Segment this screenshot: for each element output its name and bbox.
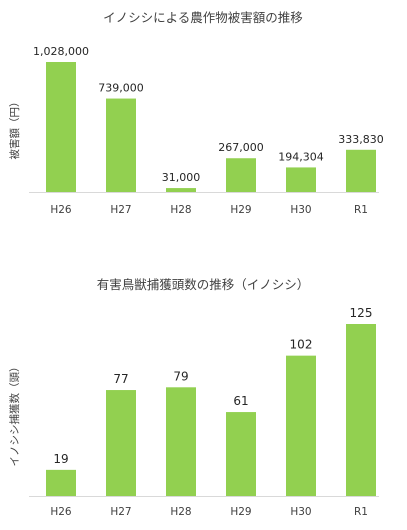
damage-data-label-h28: 31,000: [162, 171, 201, 184]
capture-x-tick-h27: H27: [110, 506, 131, 518]
damage-data-label-h26: 1,028,000: [33, 45, 89, 58]
damage-x-tick-h28: H28: [170, 204, 191, 216]
capture-data-label-r1: 125: [350, 306, 373, 320]
capture-bar-h30: [286, 355, 316, 496]
damage-data-label-h27: 739,000: [98, 82, 144, 95]
damage-x-tick-h29: H29: [230, 204, 251, 216]
damage-bar-h28: [166, 188, 196, 192]
damage-data-label-h30: 194,304: [278, 150, 324, 163]
capture-x-tick-h29: H29: [230, 506, 251, 518]
capture-x-tick-h26: H26: [50, 506, 72, 518]
damage-x-tick-h30: H30: [290, 204, 311, 216]
damage-chart-panel: イノシシによる農作物被害額の推移 被害額（円） 1,028,000 H26 739,…: [0, 0, 407, 262]
damage-bar-h30: [286, 167, 316, 192]
capture-bar-h27: [106, 390, 136, 496]
damage-chart: イノシシによる農作物被害額の推移 被害額（円） 1,028,000 H26 739,…: [8, 10, 384, 216]
capture-chart-panel: 有害鳥獣捕獲頭数の推移（イノシシ） イノシシ捕獲数（頭） 19 H26 77 H27 7…: [0, 262, 407, 530]
capture-bar-r1: [346, 324, 376, 496]
capture-chart-title: 有害鳥獣捕獲頭数の推移（イノシシ）: [97, 277, 310, 292]
capture-data-label-h28: 79: [173, 369, 188, 383]
damage-bar-h27: [106, 98, 136, 192]
damage-x-tick-h27: H27: [110, 204, 131, 216]
capture-x-tick-h28: H28: [170, 506, 191, 518]
capture-chart-y-axis-label: イノシシ捕獲数（頭）: [8, 362, 21, 467]
damage-bar-r1: [346, 149, 376, 192]
capture-bar-h29: [226, 412, 256, 496]
damage-chart-y-axis-label: 被害額（円）: [8, 97, 21, 160]
damage-x-tick-r1: R1: [354, 204, 368, 216]
capture-bar-h26: [46, 469, 76, 496]
damage-chart-title: イノシシによる農作物被害額の推移: [103, 10, 303, 25]
capture-data-label-h27: 77: [113, 372, 128, 386]
capture-x-tick-r1: R1: [354, 506, 368, 518]
damage-data-label-h29: 267,000: [218, 141, 264, 154]
capture-x-tick-h30: H30: [290, 506, 311, 518]
capture-chart: 有害鳥獣捕獲頭数の推移（イノシシ） イノシシ捕獲数（頭） 19 H26 77 H27 7…: [8, 277, 379, 518]
capture-data-label-h29: 61: [233, 394, 248, 408]
capture-data-label-h26: 19: [53, 452, 68, 466]
damage-data-label-r1: 333,830: [338, 133, 384, 146]
capture-data-label-h30: 102: [290, 338, 313, 352]
damage-x-tick-h26: H26: [50, 204, 72, 216]
damage-bar-h29: [226, 158, 256, 192]
damage-bar-h26: [46, 62, 76, 192]
capture-bar-h28: [166, 387, 196, 496]
